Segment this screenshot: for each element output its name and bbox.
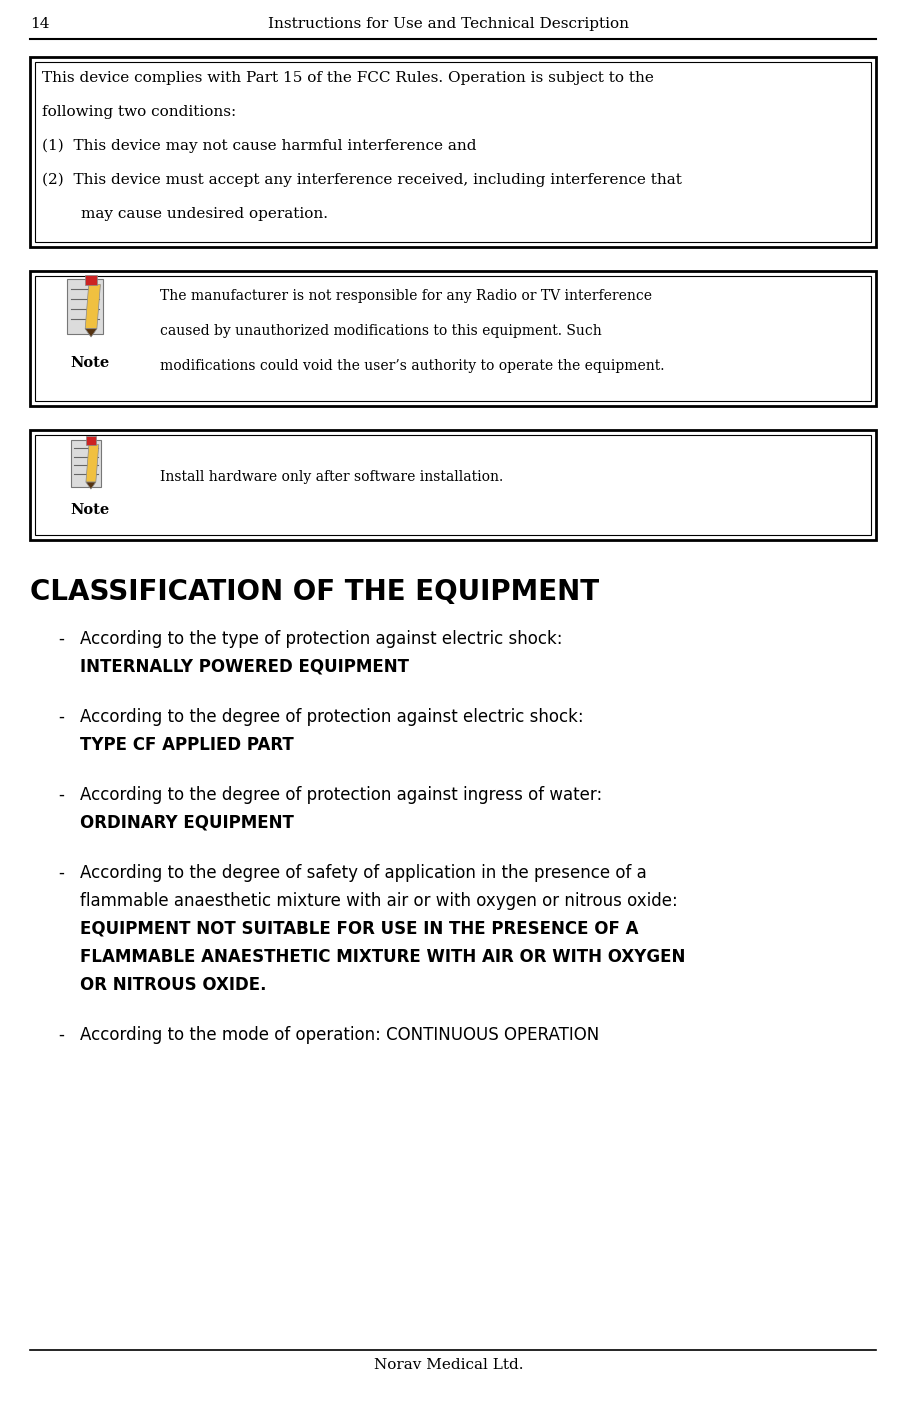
- Text: -: -: [58, 785, 64, 804]
- Text: ORDINARY EQUIPMENT: ORDINARY EQUIPMENT: [80, 813, 294, 832]
- Text: Install hardware only after software installation.: Install hardware only after software ins…: [160, 471, 503, 483]
- Text: CLASSIFICATION OF THE EQUIPMENT: CLASSIFICATION OF THE EQUIPMENT: [30, 577, 599, 606]
- Text: (1)  This device may not cause harmful interference and: (1) This device may not cause harmful in…: [42, 139, 477, 153]
- Text: flammable anaesthetic mixture with air or with oxygen or nitrous oxide:: flammable anaesthetic mixture with air o…: [80, 892, 678, 910]
- Text: This device complies with Part 15 of the FCC Rules. Operation is subject to the: This device complies with Part 15 of the…: [42, 72, 654, 84]
- Text: (2)  This device must accept any interference received, including interference t: (2) This device must accept any interfer…: [42, 173, 682, 187]
- Text: According to the type of protection against electric shock:: According to the type of protection agai…: [80, 629, 562, 648]
- Text: According to the mode of operation: CONTINUOUS OPERATION: According to the mode of operation: CONT…: [80, 1026, 599, 1044]
- Text: According to the degree of protection against electric shock:: According to the degree of protection ag…: [80, 708, 584, 726]
- Text: -: -: [58, 1026, 64, 1044]
- Text: -: -: [58, 629, 64, 648]
- Text: Instructions for Use and Technical Description: Instructions for Use and Technical Descr…: [269, 17, 629, 31]
- Text: The manufacturer is not responsible for any Radio or TV interference: The manufacturer is not responsible for …: [160, 289, 652, 303]
- Polygon shape: [86, 437, 96, 444]
- Polygon shape: [85, 329, 97, 337]
- Text: Note: Note: [70, 355, 110, 370]
- Text: 14: 14: [30, 17, 49, 31]
- Text: may cause undesired operation.: may cause undesired operation.: [42, 207, 328, 221]
- Text: EQUIPMENT NOT SUITABLE FOR USE IN THE PRESENCE OF A: EQUIPMENT NOT SUITABLE FOR USE IN THE PR…: [80, 920, 638, 939]
- FancyBboxPatch shape: [30, 271, 876, 406]
- Text: following two conditions:: following two conditions:: [42, 105, 236, 119]
- Text: Norav Medical Ltd.: Norav Medical Ltd.: [374, 1359, 524, 1373]
- FancyBboxPatch shape: [30, 58, 876, 247]
- Text: caused by unauthorized modifications to this equipment. Such: caused by unauthorized modifications to …: [160, 325, 602, 339]
- Polygon shape: [85, 274, 97, 285]
- Polygon shape: [86, 482, 96, 489]
- Polygon shape: [86, 444, 99, 482]
- Text: According to the degree of protection against ingress of water:: According to the degree of protection ag…: [80, 785, 603, 804]
- Text: Note: Note: [70, 503, 110, 517]
- Text: FLAMMABLE ANAESTHETIC MIXTURE WITH AIR OR WITH OXYGEN: FLAMMABLE ANAESTHETIC MIXTURE WITH AIR O…: [80, 948, 685, 967]
- Text: -: -: [58, 864, 64, 882]
- Text: According to the degree of safety of application in the presence of a: According to the degree of safety of app…: [80, 864, 647, 882]
- Polygon shape: [85, 285, 101, 329]
- Text: modifications could void the user’s authority to operate the equipment.: modifications could void the user’s auth…: [160, 360, 665, 372]
- Text: TYPE CF APPLIED PART: TYPE CF APPLIED PART: [80, 736, 294, 754]
- FancyBboxPatch shape: [67, 280, 103, 334]
- Text: -: -: [58, 708, 64, 726]
- Text: OR NITROUS OXIDE.: OR NITROUS OXIDE.: [80, 976, 267, 993]
- FancyBboxPatch shape: [71, 440, 101, 486]
- Text: INTERNALLY POWERED EQUIPMENT: INTERNALLY POWERED EQUIPMENT: [80, 658, 409, 676]
- FancyBboxPatch shape: [30, 430, 876, 540]
